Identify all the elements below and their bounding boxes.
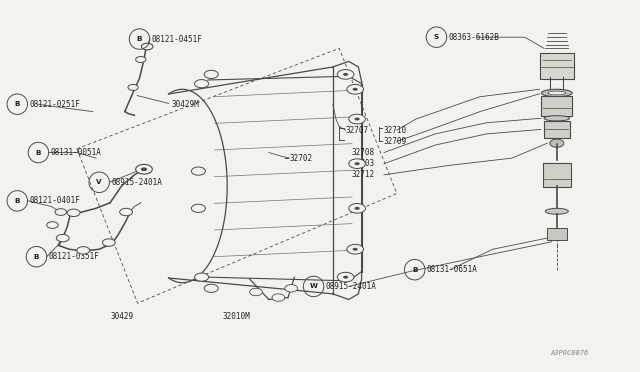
Circle shape (550, 139, 564, 147)
Circle shape (47, 222, 58, 228)
Text: 08131-0651A: 08131-0651A (427, 265, 477, 274)
Text: 08121-0401F: 08121-0401F (29, 196, 80, 205)
Circle shape (141, 43, 153, 50)
Circle shape (347, 84, 364, 94)
Text: 32712: 32712 (352, 170, 375, 179)
Circle shape (337, 70, 354, 79)
Ellipse shape (548, 91, 566, 95)
Ellipse shape (544, 116, 570, 121)
Text: 08363-6162B: 08363-6162B (449, 33, 499, 42)
FancyBboxPatch shape (540, 53, 574, 79)
Text: 30429M: 30429M (172, 100, 199, 109)
Circle shape (191, 204, 205, 212)
Circle shape (204, 70, 218, 78)
Circle shape (355, 207, 360, 210)
Circle shape (347, 244, 364, 254)
Circle shape (56, 234, 69, 242)
Circle shape (337, 272, 354, 282)
Text: S: S (434, 34, 439, 40)
FancyBboxPatch shape (543, 163, 571, 187)
Text: 32710: 32710 (384, 126, 407, 135)
Text: 08121-0351F: 08121-0351F (49, 252, 99, 261)
Circle shape (355, 118, 360, 121)
Circle shape (195, 273, 209, 281)
Text: W: W (310, 283, 317, 289)
Ellipse shape (545, 208, 568, 214)
Text: 08915-2401A: 08915-2401A (111, 178, 162, 187)
Circle shape (272, 294, 285, 301)
Text: 08121-0251F: 08121-0251F (29, 100, 80, 109)
Circle shape (250, 288, 262, 296)
Text: 32707: 32707 (346, 126, 369, 135)
Text: B: B (137, 36, 142, 42)
Circle shape (353, 88, 358, 91)
Text: 32702: 32702 (289, 154, 312, 163)
Text: 08915-2401A: 08915-2401A (326, 282, 376, 291)
Circle shape (204, 284, 218, 292)
Circle shape (285, 285, 298, 292)
Text: 30429: 30429 (110, 312, 133, 321)
Text: B: B (15, 101, 20, 107)
Text: B: B (34, 254, 39, 260)
FancyBboxPatch shape (547, 228, 567, 240)
FancyBboxPatch shape (541, 96, 572, 116)
Text: 08131-0051A: 08131-0051A (51, 148, 101, 157)
Text: B: B (412, 267, 417, 273)
Circle shape (55, 209, 67, 215)
Circle shape (343, 276, 348, 279)
Circle shape (349, 114, 365, 124)
Circle shape (349, 203, 365, 213)
FancyBboxPatch shape (544, 121, 570, 138)
Circle shape (355, 162, 360, 165)
Circle shape (136, 164, 152, 174)
Text: V: V (97, 179, 102, 185)
Circle shape (67, 209, 80, 217)
Circle shape (141, 167, 147, 171)
Text: 08121-0451F: 08121-0451F (152, 35, 202, 44)
Text: 32703: 32703 (352, 159, 375, 168)
Circle shape (120, 208, 132, 216)
Ellipse shape (541, 89, 572, 97)
Text: 32010M: 32010M (223, 312, 250, 321)
Circle shape (349, 159, 365, 169)
Text: 32709: 32709 (384, 137, 407, 146)
Text: B: B (15, 198, 20, 204)
Text: A3P0C0076: A3P0C0076 (550, 350, 589, 356)
Circle shape (195, 80, 209, 88)
Circle shape (77, 247, 90, 254)
Text: B: B (36, 150, 41, 155)
Circle shape (136, 57, 146, 62)
Circle shape (353, 248, 358, 251)
Text: 32708: 32708 (352, 148, 375, 157)
Circle shape (102, 239, 115, 246)
Circle shape (191, 167, 205, 175)
Circle shape (343, 73, 348, 76)
Circle shape (128, 84, 138, 90)
